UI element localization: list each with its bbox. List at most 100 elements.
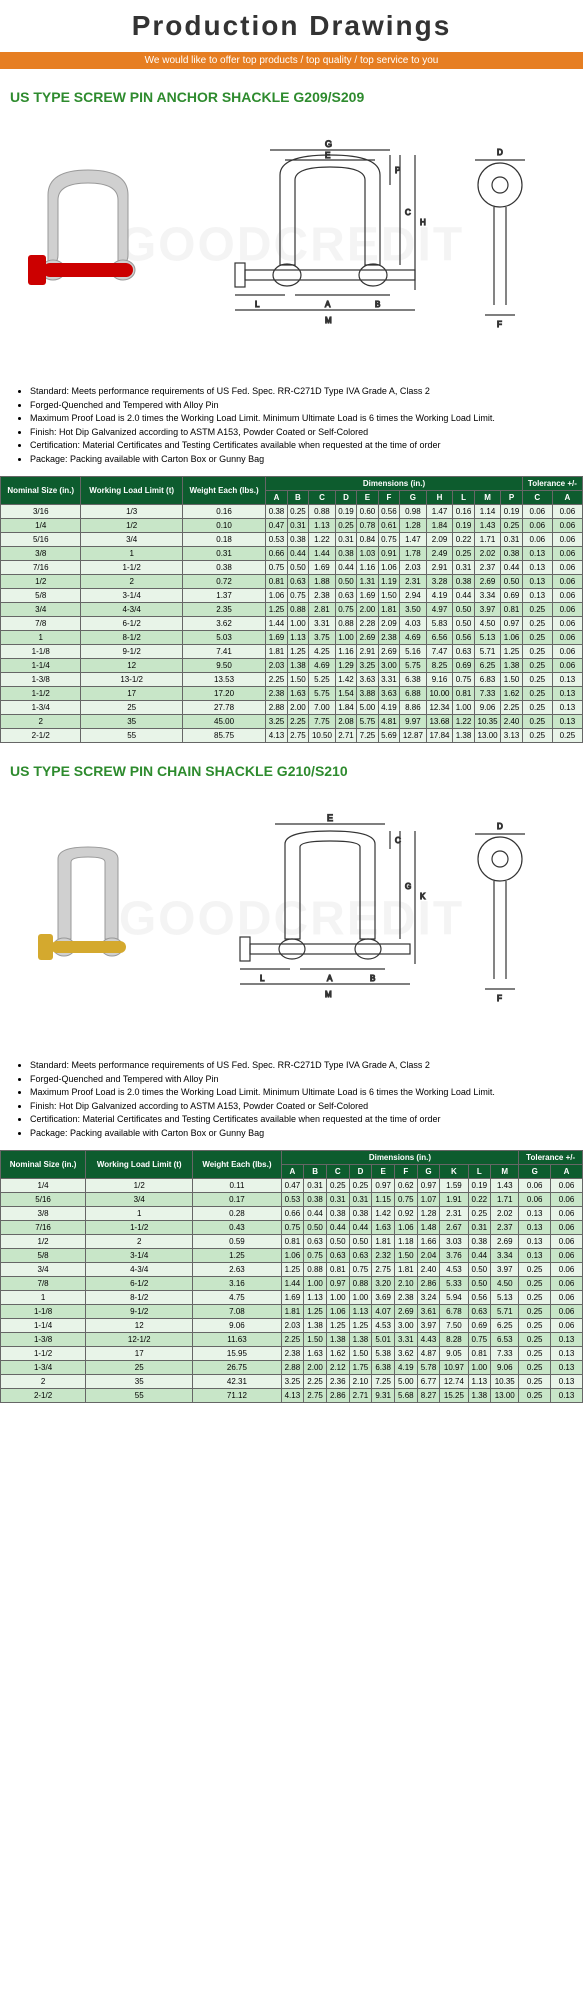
th-col: C [309, 491, 336, 505]
cell: 1.25 [193, 1249, 281, 1263]
cell: 3-1/4 [81, 589, 182, 603]
table-row: 1/41/20.100.470.311.130.250.780.611.281.… [1, 519, 583, 533]
cell: 3.00 [394, 1319, 417, 1333]
cell: 2.38 [394, 1291, 417, 1305]
cell: 0.62 [394, 1179, 417, 1193]
cell: 0.18 [182, 533, 265, 547]
cell: 1/2 [1, 1235, 86, 1249]
cell: 6.56 [426, 631, 453, 645]
th-wll: Working Load Limit (t) [81, 477, 182, 505]
cell: 0.06 [551, 1277, 583, 1291]
th-tol: Tolerance +/- [522, 477, 582, 491]
cell: 5.16 [400, 645, 427, 659]
bullet-item: Package: Packing available with Carton B… [30, 1127, 568, 1141]
th-nom: Nominal Size (in.) [1, 1151, 86, 1179]
cell: 3.25 [266, 715, 287, 729]
cell: 6.78 [440, 1305, 468, 1319]
cell: 3.76 [440, 1249, 468, 1263]
cell: 10.35 [474, 715, 501, 729]
table-row: 1/220.720.810.631.880.501.311.192.313.28… [1, 575, 583, 589]
cell: 12-1/2 [86, 1333, 193, 1347]
cell: 2.25 [266, 673, 287, 687]
cell: 0.88 [309, 505, 336, 519]
bullet-item: Certification: Material Certificates and… [30, 1113, 568, 1127]
cell: 0.44 [349, 1221, 372, 1235]
cell: 0.25 [522, 617, 552, 631]
cell: 5.83 [426, 617, 453, 631]
cell: 0.72 [182, 575, 265, 589]
cell: 85.75 [182, 729, 265, 743]
cell: 4.13 [281, 1389, 304, 1403]
table-row: 1-3/42526.752.882.002.121.756.384.195.78… [1, 1361, 583, 1375]
cell: 2.71 [349, 1389, 372, 1403]
cell: 6.25 [474, 659, 501, 673]
cell: 2.75 [372, 1263, 395, 1277]
cell: 2.38 [378, 631, 399, 645]
cell: 3.28 [426, 575, 453, 589]
cell: 1.13 [287, 631, 308, 645]
cell: 7.33 [474, 687, 501, 701]
cell: 9.97 [400, 715, 427, 729]
cell: 0.69 [501, 589, 522, 603]
cell: 5.01 [372, 1333, 395, 1347]
cell: 1/2 [1, 575, 81, 589]
th-col: F [378, 491, 399, 505]
cell: 0.25 [349, 1179, 372, 1193]
cell: 0.25 [519, 1277, 551, 1291]
cell: 15.25 [440, 1389, 468, 1403]
table-row: 7/86-1/23.161.441.000.970.883.202.102.86… [1, 1277, 583, 1291]
cell: 71.12 [193, 1389, 281, 1403]
cell: 1.00 [349, 1291, 372, 1305]
svg-text:M: M [325, 990, 332, 999]
cell: 0.13 [551, 1389, 583, 1403]
cell: 1.63 [304, 1347, 327, 1361]
cell: 0.06 [551, 1179, 583, 1193]
cell: 2.69 [491, 1235, 519, 1249]
cell: 0.06 [552, 631, 582, 645]
cell: 17 [86, 1347, 193, 1361]
th-col: L [468, 1165, 491, 1179]
cell: 2.25 [304, 1375, 327, 1389]
cell: 3.03 [440, 1235, 468, 1249]
cell: 0.66 [266, 547, 287, 561]
cell: 1.22 [453, 715, 474, 729]
cell: 0.06 [552, 561, 582, 575]
cell: 13-1/2 [81, 673, 182, 687]
cell: 5.75 [309, 687, 336, 701]
cell: 1.25 [266, 603, 287, 617]
bullet-item: Maximum Proof Load is 2.0 times the Work… [30, 412, 568, 426]
cell: 0.13 [519, 1207, 551, 1221]
cell: 5.75 [400, 659, 427, 673]
cell: 4-3/4 [86, 1263, 193, 1277]
cell: 1/4 [1, 1179, 86, 1193]
cell: 4-3/4 [81, 603, 182, 617]
cell: 3.25 [357, 659, 378, 673]
cell: 8-1/2 [81, 631, 182, 645]
cell: 0.06 [552, 617, 582, 631]
cell: 0.19 [453, 519, 474, 533]
cell: 1.38 [501, 659, 522, 673]
cell: 7/8 [1, 617, 81, 631]
cell: 2.40 [417, 1263, 440, 1277]
cell: 1-3/8 [1, 1333, 86, 1347]
cell: 0.75 [335, 603, 356, 617]
table-row: 1-1/89-1/27.411.811.254.251.162.912.695.… [1, 645, 583, 659]
cell: 0.63 [304, 1235, 327, 1249]
cell: 0.50 [468, 1277, 491, 1291]
th-col: E [357, 491, 378, 505]
cell: 0.06 [552, 533, 582, 547]
cell: 9-1/2 [81, 645, 182, 659]
cell: 6.53 [491, 1333, 519, 1347]
cell: 0.06 [519, 1179, 551, 1193]
svg-text:F: F [497, 320, 502, 329]
th-col: B [304, 1165, 327, 1179]
spec-table-2: Nominal Size (in.)Working Load Limit (t)… [0, 1150, 583, 1403]
cell: 6-1/2 [81, 617, 182, 631]
cell: 2.36 [326, 1375, 349, 1389]
th-col: M [491, 1165, 519, 1179]
table-row: 1-3/813-1/213.532.251.505.251.423.633.31… [1, 673, 583, 687]
cell: 0.61 [378, 519, 399, 533]
tech-drawing-2: E C G K B A L M D F [190, 809, 570, 1029]
cell: 0.28 [193, 1207, 281, 1221]
cell: 0.25 [287, 505, 308, 519]
